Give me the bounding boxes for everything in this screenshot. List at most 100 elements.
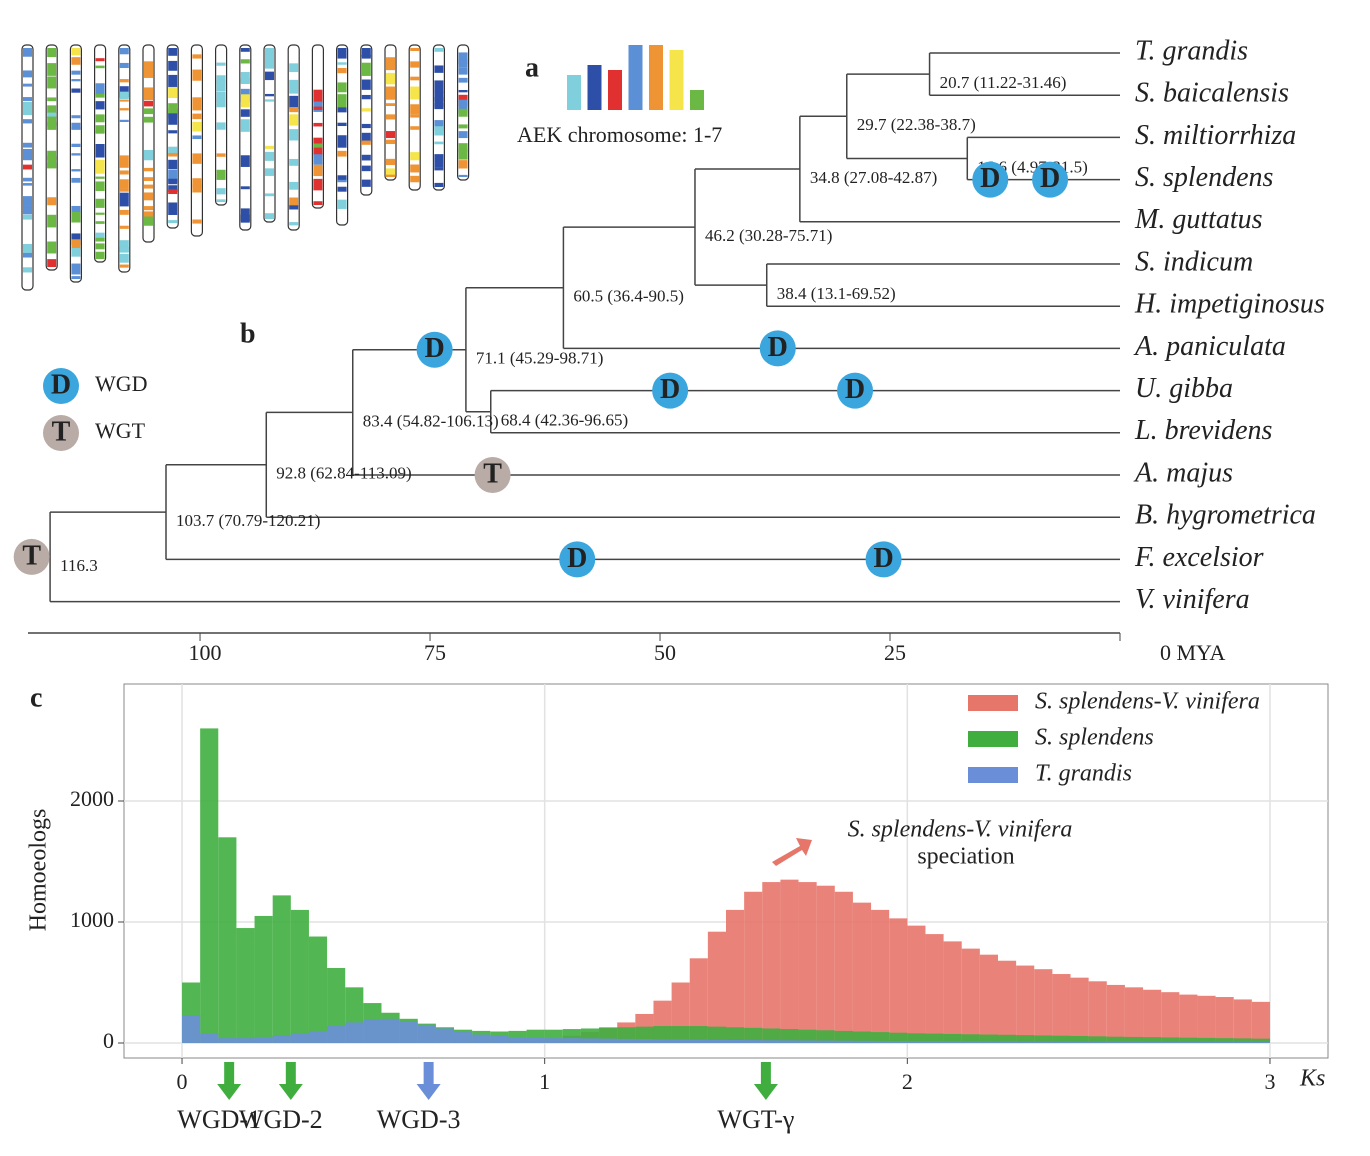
chromosome-band xyxy=(144,150,153,161)
bar xyxy=(1161,992,1180,1043)
event-symbol: D xyxy=(845,374,865,405)
bar xyxy=(1052,1041,1071,1043)
event-symbol: D xyxy=(567,543,587,574)
chromosome-band xyxy=(458,143,468,153)
chromosome xyxy=(69,44,83,283)
legend-swatch xyxy=(968,731,1018,747)
chromosome-band xyxy=(361,94,371,100)
chromosome-band xyxy=(144,87,153,101)
bar xyxy=(1124,987,1144,1043)
x-tick-label: 0 xyxy=(177,1069,188,1094)
bar xyxy=(381,1018,400,1043)
chromosome-band xyxy=(168,159,178,170)
annotation-arrow xyxy=(772,838,812,866)
bar xyxy=(744,1027,763,1043)
chromosome-band xyxy=(337,122,347,127)
chromosome-band xyxy=(23,164,32,170)
chromosome-band xyxy=(47,162,57,169)
bar xyxy=(961,1034,980,1043)
chromosome-band xyxy=(47,122,57,130)
chromosome-band xyxy=(337,48,347,59)
node-label: 92.8 (62.84-113.09) xyxy=(276,464,411,483)
chromosome-band xyxy=(47,259,57,267)
chromosome-band xyxy=(95,221,105,224)
chromosome-band xyxy=(361,79,371,90)
chromosome-band xyxy=(144,108,153,115)
event-marker xyxy=(13,538,50,575)
chromosome-band xyxy=(192,219,202,224)
bar xyxy=(852,1040,872,1043)
bar xyxy=(1197,995,1216,1043)
chromosome-band xyxy=(144,206,153,211)
chromosome-band xyxy=(216,188,226,195)
chromosome-band xyxy=(361,123,371,129)
bar xyxy=(997,960,1017,1043)
chromosome-band xyxy=(240,214,250,223)
chromosome-band xyxy=(265,145,274,149)
chromosome-band xyxy=(168,189,178,195)
bar xyxy=(798,1040,817,1043)
bar xyxy=(816,1030,835,1043)
chromosome-band xyxy=(313,201,323,205)
bar xyxy=(653,1026,672,1043)
event-arrow xyxy=(278,1062,303,1100)
chromosome-band xyxy=(337,199,347,209)
bar xyxy=(544,1038,563,1043)
bar xyxy=(834,891,853,1043)
legend-text: AEK chromosome: 1-7 xyxy=(517,122,722,147)
chromosome-band xyxy=(216,169,226,180)
chromosome-band xyxy=(95,212,105,215)
bar xyxy=(907,925,926,1043)
chromosome-band xyxy=(47,116,57,127)
bar xyxy=(925,934,944,1043)
chromosome-band xyxy=(23,243,32,254)
chromosome-band xyxy=(71,177,81,183)
bar xyxy=(1179,994,1198,1043)
legend-symbol: T xyxy=(52,416,71,447)
legend-swatch xyxy=(968,767,1018,783)
chromosome-band xyxy=(71,169,81,172)
event-marker xyxy=(759,330,796,367)
bar xyxy=(399,1021,418,1043)
chromosome-band xyxy=(192,69,202,81)
bar xyxy=(1161,1037,1180,1043)
chromosome-band xyxy=(192,178,202,188)
leaf-label: S. indicum xyxy=(1135,246,1253,277)
chromosome-band xyxy=(337,175,347,182)
leaf-label: L. brevidens xyxy=(1134,415,1272,446)
chromosome-band xyxy=(458,52,468,65)
event-symbol: T xyxy=(483,458,502,489)
event-symbol: D xyxy=(873,543,893,574)
chromosome-band xyxy=(216,98,226,106)
node-label: 68.4 (42.36-96.65) xyxy=(501,411,628,430)
x-tick-label: 0 MYA xyxy=(1160,640,1226,665)
chromosome-band xyxy=(458,99,468,114)
bar xyxy=(726,1039,745,1043)
bar xyxy=(635,1026,654,1043)
chromosome-band xyxy=(410,164,420,173)
x-axis-label: Ks xyxy=(1299,1066,1325,1092)
bar xyxy=(780,1040,799,1043)
chromosome-band xyxy=(119,62,129,69)
chromosome-band xyxy=(144,116,153,123)
bar xyxy=(852,1031,872,1043)
chromosome-band xyxy=(71,276,81,279)
bar xyxy=(726,1027,745,1043)
event-marker xyxy=(837,372,874,409)
chromosome-band xyxy=(119,170,129,175)
bar xyxy=(254,915,273,1043)
bar xyxy=(780,1029,799,1043)
event-symbol: D xyxy=(425,333,445,364)
chromosome-band xyxy=(337,62,347,65)
chromosome-band xyxy=(23,101,32,116)
chromosome-band xyxy=(337,150,347,157)
chromosome-band xyxy=(434,167,444,171)
chromosome-band xyxy=(265,213,274,219)
node-label: 71.1 (45.29-98.71) xyxy=(476,349,603,368)
chromosome-band xyxy=(434,91,444,102)
bar xyxy=(943,941,962,1043)
chromosome-band xyxy=(313,143,323,148)
chromosome-band xyxy=(47,112,57,119)
bar xyxy=(345,1022,364,1043)
chromosome-band xyxy=(95,243,105,250)
